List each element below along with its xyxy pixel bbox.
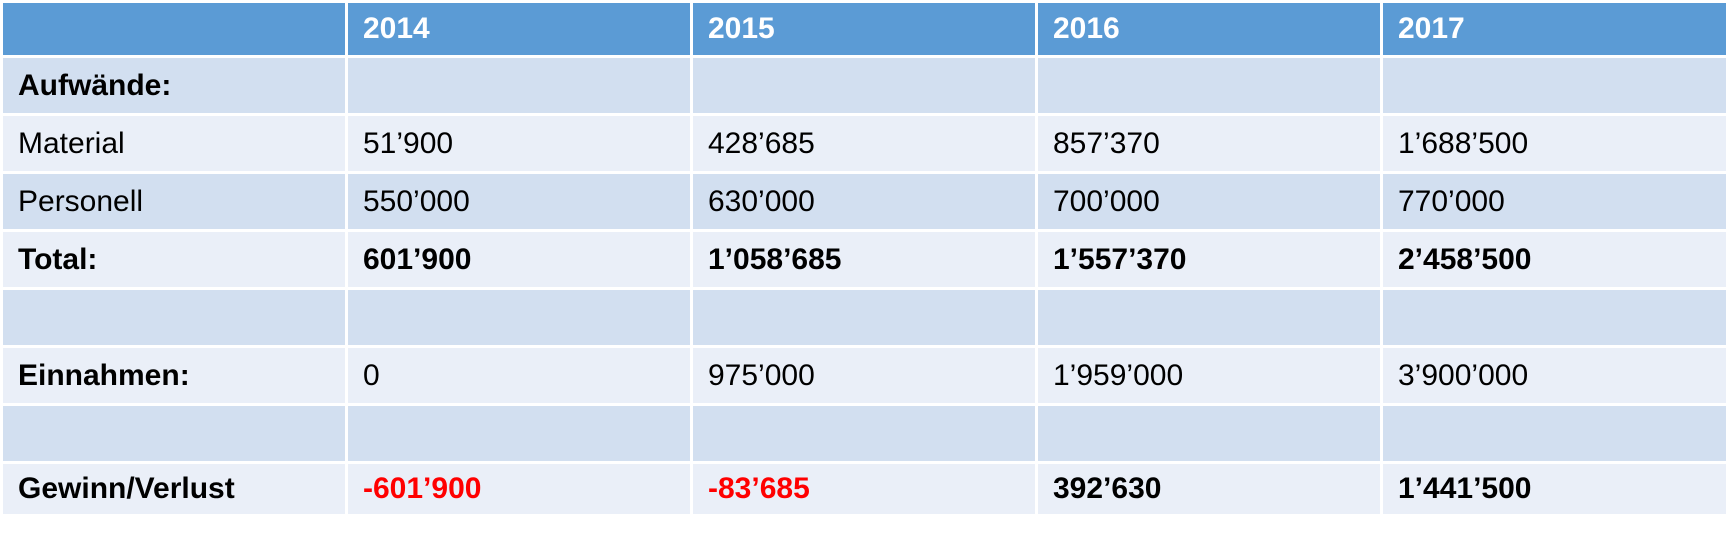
cell-2016 [1035,287,1383,348]
cell-2014 [345,403,693,464]
table-header: 2014 2015 2016 2017 [0,0,1726,58]
cell-2014: 550’000 [345,171,693,232]
row-label: Personell [0,171,348,232]
cell-2017: 1’688’500 [1380,113,1726,174]
cell-2014: -601’900 [345,461,693,517]
cell-2017 [1380,55,1726,116]
header-cell-2017: 2017 [1380,0,1726,58]
cell-2015 [690,287,1038,348]
cell-2016: 392’630 [1035,461,1383,517]
cell-2015: 1’058’685 [690,229,1038,290]
cell-2014: 601’900 [345,229,693,290]
cell-2016: 1’959’000 [1035,345,1383,406]
header-cell-2016: 2016 [1035,0,1383,58]
row-label: Total: [0,229,348,290]
financial-table: 2014 2015 2016 2017 Aufwände: Material 5… [0,0,1726,517]
cell-2016: 857’370 [1035,113,1383,174]
cell-2017: 3’900’000 [1380,345,1726,406]
row-personell: Personell 550’000 630’000 700’000 770’00… [0,171,1726,232]
cell-2017 [1380,403,1726,464]
row-spacer-1 [0,287,1726,348]
cell-2016 [1035,55,1383,116]
header-cell-2015: 2015 [690,0,1038,58]
row-material: Material 51’900 428’685 857’370 1’688’50… [0,113,1726,174]
row-label [0,287,348,348]
header-cell-label [0,0,348,58]
row-aufwaende: Aufwände: [0,55,1726,116]
header-row: 2014 2015 2016 2017 [0,0,1726,58]
row-einnahmen: Einnahmen: 0 975’000 1’959’000 3’900’000 [0,345,1726,406]
cell-2015: 975’000 [690,345,1038,406]
row-total: Total: 601’900 1’058’685 1’557’370 2’458… [0,229,1726,290]
row-label: Gewinn/Verlust [0,461,348,517]
cell-2017 [1380,287,1726,348]
cell-2016 [1035,403,1383,464]
cell-2016: 700’000 [1035,171,1383,232]
cell-2017: 1’441’500 [1380,461,1726,517]
cell-2015 [690,403,1038,464]
header-cell-2014: 2014 [345,0,693,58]
cell-2017: 770’000 [1380,171,1726,232]
row-label [0,403,348,464]
cell-2014: 0 [345,345,693,406]
cell-2014 [345,55,693,116]
row-spacer-2 [0,403,1726,464]
row-label: Aufwände: [0,55,348,116]
row-label: Material [0,113,348,174]
cell-2015: 428’685 [690,113,1038,174]
cell-2014 [345,287,693,348]
cell-2015 [690,55,1038,116]
cell-2015: -83’685 [690,461,1038,517]
row-label: Einnahmen: [0,345,348,406]
cell-2017: 2’458’500 [1380,229,1726,290]
table-body: Aufwände: Material 51’900 428’685 857’37… [0,55,1726,517]
row-gewinn-verlust: Gewinn/Verlust -601’900 -83’685 392’630 … [0,461,1726,517]
cell-2015: 630’000 [690,171,1038,232]
cell-2016: 1’557’370 [1035,229,1383,290]
cell-2014: 51’900 [345,113,693,174]
